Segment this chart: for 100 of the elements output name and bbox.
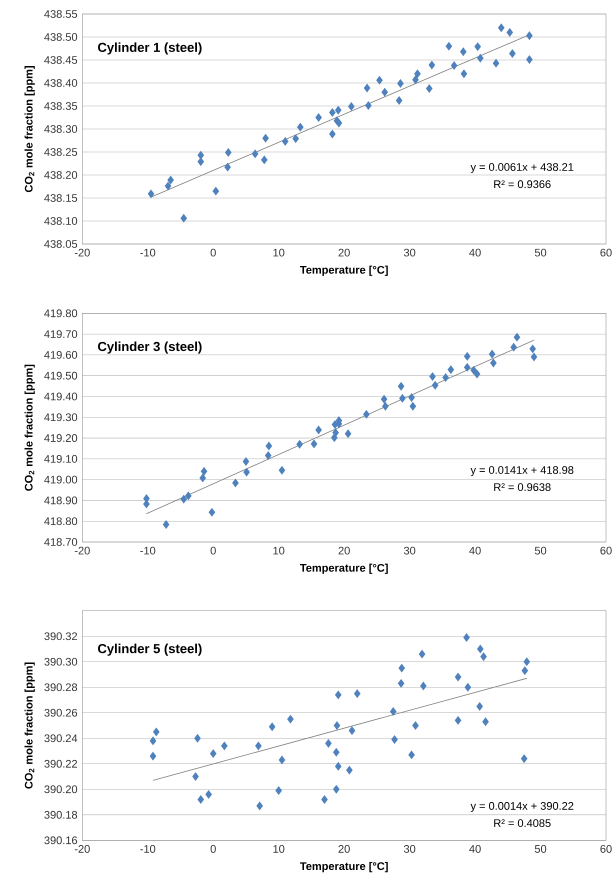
y-tick-label: 390.32 <box>44 632 78 640</box>
point <box>526 31 533 40</box>
x-tick-label: 10 <box>273 248 284 256</box>
point <box>262 134 269 142</box>
point <box>275 786 282 795</box>
point <box>194 734 201 743</box>
point <box>412 721 419 730</box>
point <box>450 61 458 70</box>
point <box>477 54 484 62</box>
y-tick-label: 418.70 <box>44 538 78 546</box>
y-tick-label: 390.22 <box>44 760 78 768</box>
y-tick-label: 390.20 <box>44 785 78 794</box>
point <box>321 795 328 804</box>
point <box>167 176 174 184</box>
point <box>198 150 204 160</box>
annotation: R² = 0.4085 <box>494 819 551 827</box>
point <box>418 650 426 658</box>
x-tick-label: 30 <box>404 546 416 555</box>
point <box>391 735 398 744</box>
x-tick-label: -20 <box>74 546 90 555</box>
point <box>232 478 239 488</box>
point <box>287 714 294 724</box>
y-tick-label: 418.90 <box>44 496 78 504</box>
x-tick-label: 40 <box>469 546 481 555</box>
x-axis-title: Temperature [°C] <box>300 564 388 574</box>
point <box>268 722 276 732</box>
y-tick-label: 438.45 <box>44 56 78 64</box>
point <box>252 150 258 158</box>
text: Cylinder 1 (steel) <box>98 42 202 55</box>
point <box>398 664 406 672</box>
point <box>463 633 470 642</box>
point <box>212 186 220 196</box>
point <box>329 108 336 117</box>
point <box>348 102 355 111</box>
x-tick-label: 20 <box>338 845 350 853</box>
point <box>412 76 419 84</box>
x-tick-label: 10 <box>273 845 284 853</box>
point <box>420 682 427 690</box>
point <box>332 428 339 437</box>
y-tick-label: 438.40 <box>44 79 78 87</box>
y-tick-label: 419.50 <box>44 372 78 380</box>
point <box>261 156 268 164</box>
x-tick-label: 0 <box>210 845 216 853</box>
y-axis-title: CO$_{2}$ mole fraction [ppm] <box>24 662 35 789</box>
point <box>198 795 204 804</box>
point <box>278 756 286 764</box>
y-tick-label: 390.26 <box>44 708 78 717</box>
point <box>180 214 188 223</box>
y-tick-label: 419.20 <box>44 434 78 442</box>
point <box>221 742 228 750</box>
x-tick-label: -10 <box>140 546 156 555</box>
point <box>476 702 483 711</box>
point <box>488 350 496 358</box>
y-tick-label: 438.05 <box>44 240 78 248</box>
point <box>464 363 470 372</box>
point <box>334 721 340 730</box>
y-tick-label: 390.30 <box>44 658 78 666</box>
point <box>480 652 487 661</box>
x-tick-label: -20 <box>74 845 90 853</box>
point <box>454 672 462 682</box>
point <box>296 440 303 449</box>
x-tick-label: 60 <box>600 248 612 256</box>
point <box>442 373 449 382</box>
y-tick-label: 419.80 <box>44 309 78 318</box>
point <box>426 84 433 93</box>
point <box>397 79 404 88</box>
point <box>376 76 383 85</box>
point <box>333 785 340 794</box>
point <box>164 182 172 190</box>
point <box>446 42 452 50</box>
point <box>490 358 497 368</box>
point <box>336 118 342 128</box>
point <box>454 716 462 725</box>
annotation: y = 0.0141x + 418.98 <box>470 466 574 476</box>
y-tick-label: 419.00 <box>44 476 78 484</box>
y-tick-label: 419.30 <box>44 413 78 422</box>
point <box>243 468 250 476</box>
x-axis-title: Temperature [°C] <box>300 266 388 276</box>
point <box>363 410 370 419</box>
y-tick-label: 390.28 <box>44 683 78 692</box>
x-tick-label: 40 <box>469 845 481 853</box>
point <box>530 352 538 362</box>
point <box>364 84 370 92</box>
point <box>329 130 336 138</box>
point <box>185 492 192 500</box>
point <box>210 749 216 758</box>
point <box>150 752 156 760</box>
annotation: R² = 0.9366 <box>494 180 551 188</box>
x-tick-label: 0 <box>210 546 216 555</box>
text: Cylinder 3 (steel) <box>98 342 202 354</box>
y-tick-label: 419.70 <box>44 330 78 338</box>
y-tick-label: 438.55 <box>44 10 78 18</box>
y-tick-label: 438.20 <box>44 171 78 179</box>
point <box>264 451 272 460</box>
point <box>482 717 489 726</box>
point <box>520 754 528 763</box>
point <box>474 370 480 378</box>
x-tick-label: 30 <box>404 845 416 853</box>
point <box>256 802 263 810</box>
x-tick-label: 60 <box>600 546 612 555</box>
